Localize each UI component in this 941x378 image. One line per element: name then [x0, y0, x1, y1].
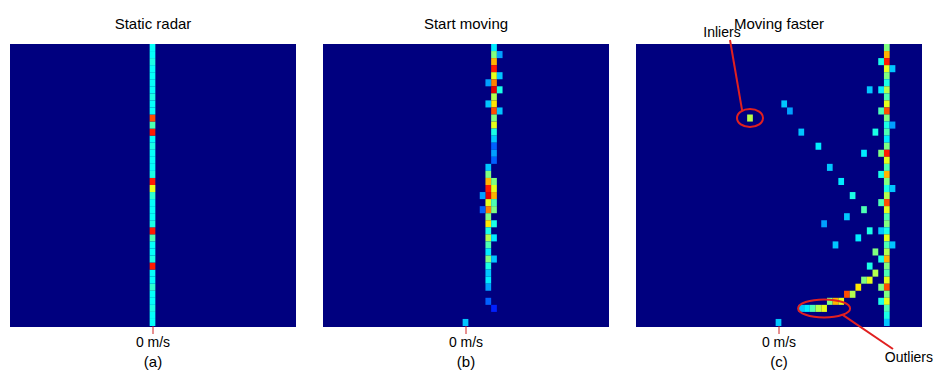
svg-text:0 m/s: 0 m/s [449, 334, 483, 350]
svg-text:0 m/s: 0 m/s [136, 334, 170, 350]
svg-text:Inliers: Inliers [703, 24, 740, 40]
svg-text:0 m/s: 0 m/s [762, 334, 796, 350]
svg-text:Moving faster: Moving faster [734, 15, 824, 32]
svg-text:(a): (a) [144, 353, 162, 370]
svg-text:Outliers: Outliers [885, 349, 933, 365]
svg-text:Static radar: Static radar [115, 15, 192, 32]
svg-text:(c): (c) [770, 353, 788, 370]
svg-text:Start moving: Start moving [424, 15, 508, 32]
svg-text:(b): (b) [457, 353, 475, 370]
